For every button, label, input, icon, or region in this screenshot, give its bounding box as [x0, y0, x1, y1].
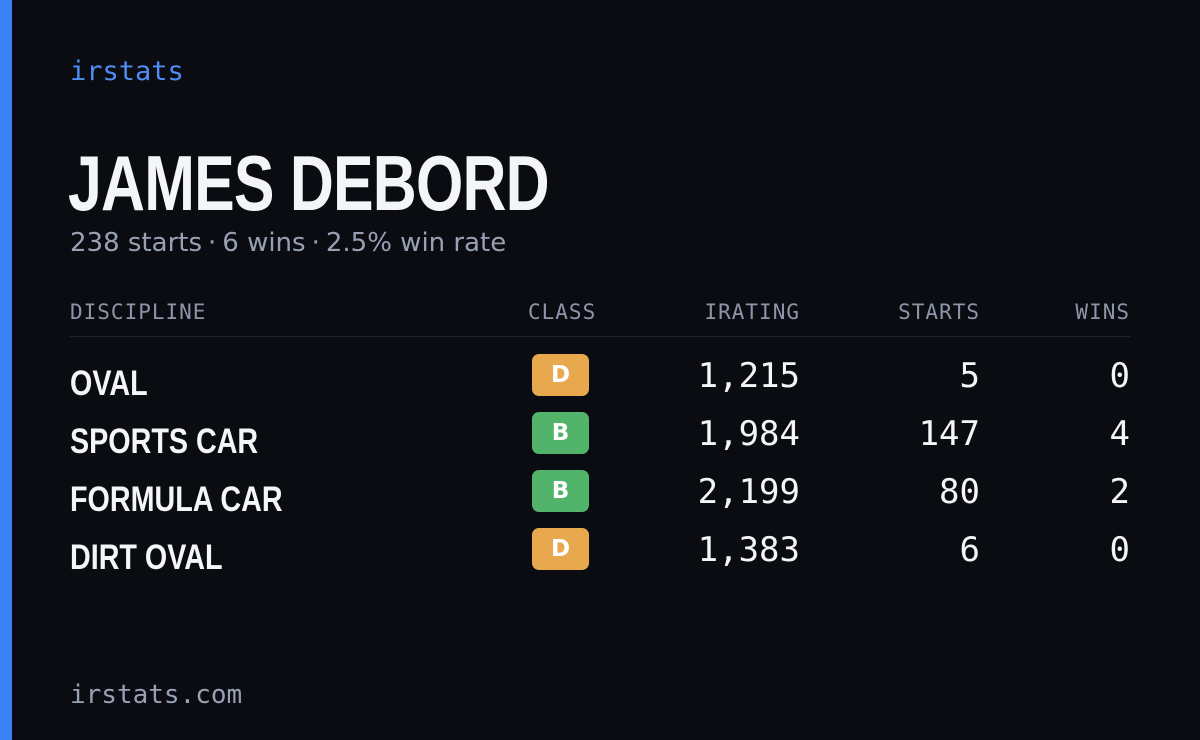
- header-irating: IRATING: [704, 300, 800, 324]
- irating-cell: 1,383: [697, 530, 800, 570]
- header-discipline: DISCIPLINE: [70, 300, 207, 324]
- driver-name: JAMES DEBORD: [68, 139, 550, 227]
- separator: ·: [311, 228, 320, 258]
- irating-cell: 1,215: [697, 356, 800, 396]
- separator: ·: [208, 228, 217, 258]
- class-badge: D: [532, 354, 589, 396]
- footer-url[interactable]: irstats.com: [70, 680, 243, 710]
- win-rate-summary: 2.5% win rate: [325, 228, 507, 258]
- brand-logo[interactable]: irstats: [70, 56, 184, 87]
- wins-cell: 0: [1109, 356, 1130, 396]
- class-badge: D: [532, 528, 589, 570]
- irating-cell: 2,199: [697, 472, 800, 512]
- starts-cell: 6: [959, 530, 980, 570]
- class-badge: B: [532, 412, 589, 454]
- discipline-cell: FORMULA CAR: [70, 480, 283, 519]
- wins-cell: 4: [1109, 414, 1130, 454]
- starts-summary: 238 starts: [70, 228, 202, 258]
- class-badge: B: [532, 470, 589, 512]
- table-row: SPORTS CAR B 1,984 147 4: [70, 412, 1130, 470]
- starts-cell: 80: [939, 472, 980, 512]
- discipline-cell: SPORTS CAR: [70, 422, 259, 461]
- discipline-cell: OVAL: [70, 364, 148, 403]
- header-wins: WINS: [1075, 300, 1130, 324]
- header-class: CLASS: [528, 300, 597, 324]
- stats-table: DISCIPLINE CLASS IRATING STARTS WINS OVA…: [70, 296, 1130, 577]
- driver-summary: 238 starts · 6 wins · 2.5% win rate: [70, 228, 506, 258]
- irating-cell: 1,984: [697, 414, 800, 454]
- wins-summary: 6 wins: [222, 228, 306, 258]
- table-row: DIRT OVAL D 1,383 6 0: [70, 528, 1130, 586]
- table-header: DISCIPLINE CLASS IRATING STARTS WINS: [70, 296, 1130, 337]
- discipline-cell: DIRT OVAL: [70, 538, 223, 577]
- starts-cell: 147: [918, 414, 980, 454]
- wins-cell: 0: [1109, 530, 1130, 570]
- table-row: FORMULA CAR B 2,199 80 2: [70, 470, 1130, 528]
- table-row: OVAL D 1,215 5 0: [70, 354, 1130, 412]
- starts-cell: 5: [959, 356, 980, 396]
- header-starts: STARTS: [898, 300, 980, 324]
- wins-cell: 2: [1109, 472, 1130, 512]
- accent-bar: [0, 0, 12, 740]
